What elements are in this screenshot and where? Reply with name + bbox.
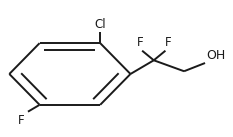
Text: F: F bbox=[164, 36, 171, 49]
Text: Cl: Cl bbox=[94, 18, 106, 31]
Text: OH: OH bbox=[206, 49, 226, 62]
Text: F: F bbox=[137, 36, 143, 49]
Text: F: F bbox=[18, 114, 24, 127]
